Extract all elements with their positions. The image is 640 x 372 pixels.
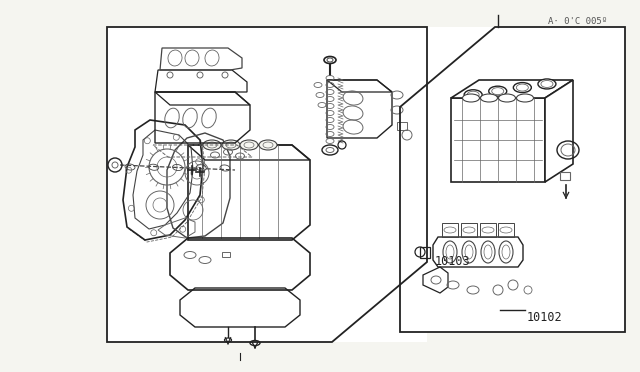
Ellipse shape [259,140,277,150]
Ellipse shape [203,140,221,150]
Ellipse shape [240,140,258,150]
Text: A· 0'C 005º: A· 0'C 005º [548,17,607,26]
Bar [397,122,407,130]
Polygon shape [123,120,203,240]
Ellipse shape [463,94,479,102]
Ellipse shape [222,140,240,150]
Polygon shape [451,80,573,98]
Ellipse shape [322,145,338,155]
Bar [107,27,427,342]
Ellipse shape [513,83,531,93]
Ellipse shape [538,79,556,89]
Bar [400,27,625,332]
Bar [560,172,570,180]
Ellipse shape [225,338,232,342]
Text: 10103: 10103 [435,255,470,268]
Ellipse shape [324,57,336,64]
Ellipse shape [499,94,515,102]
Ellipse shape [516,94,534,102]
Ellipse shape [250,340,260,346]
Bar [222,252,230,257]
Text: 10102: 10102 [527,311,563,324]
Ellipse shape [489,86,507,96]
Ellipse shape [464,90,482,100]
Polygon shape [451,98,545,182]
Polygon shape [545,80,573,182]
Ellipse shape [481,94,497,102]
